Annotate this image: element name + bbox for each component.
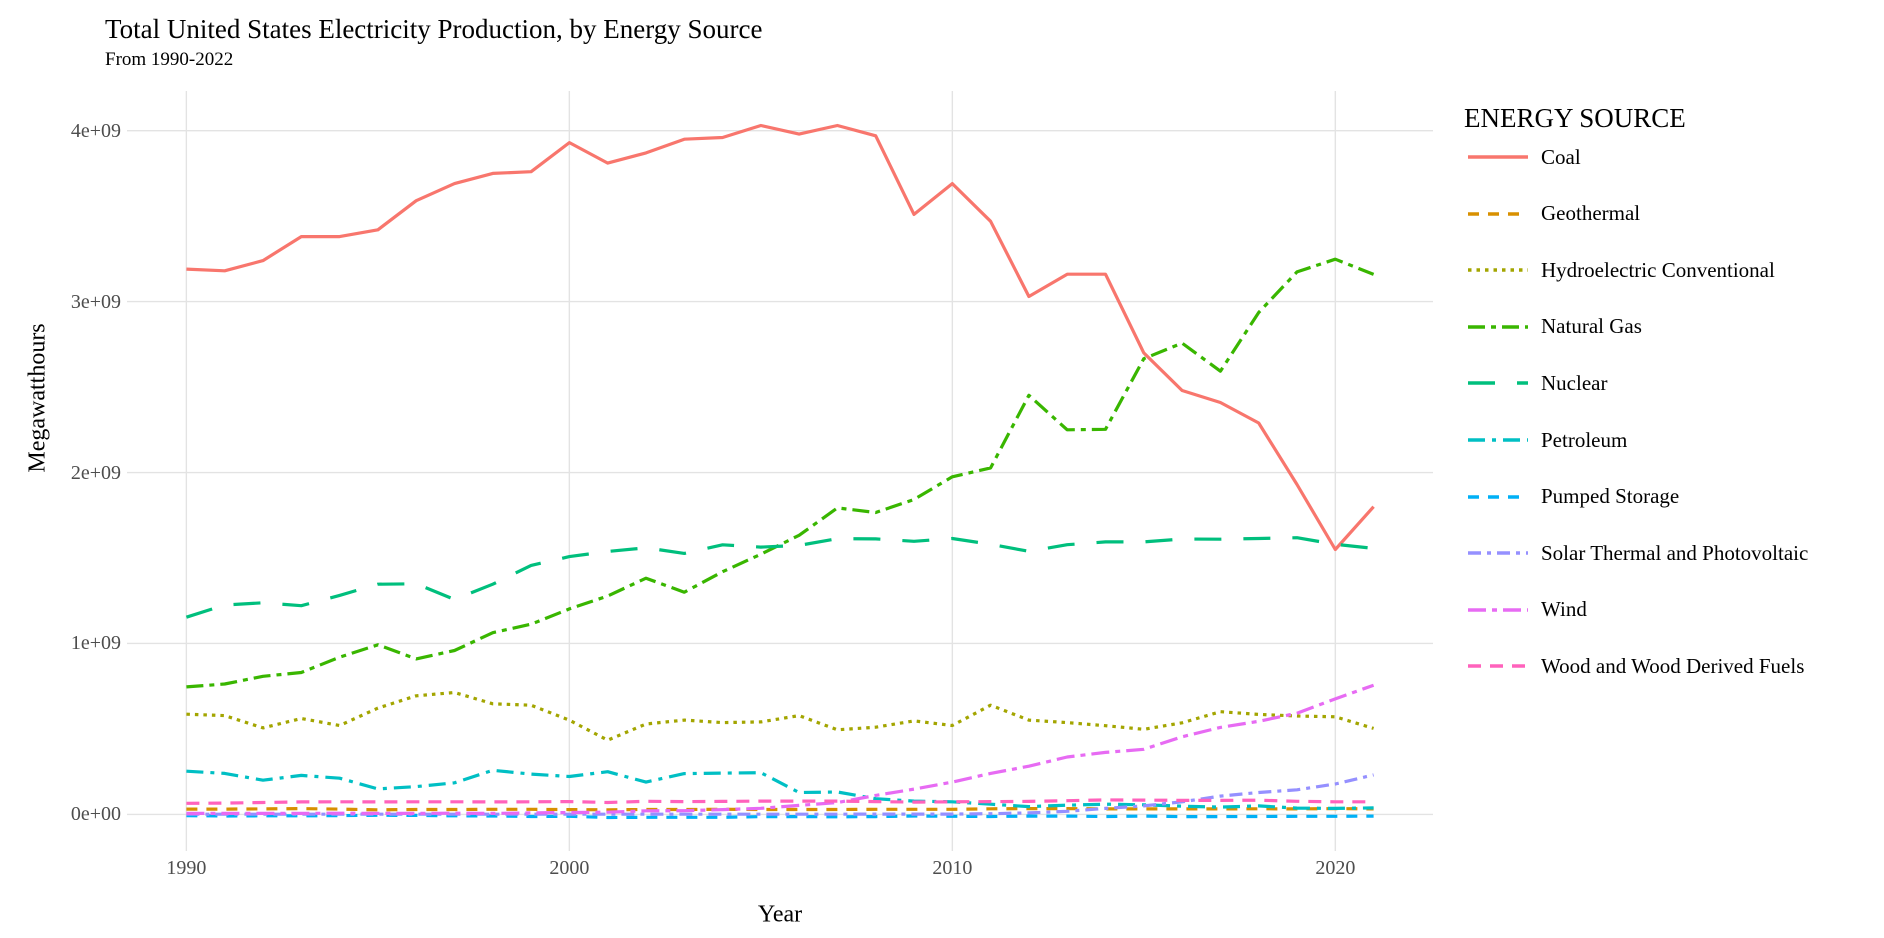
x-tick-label: 2020: [1315, 857, 1356, 879]
x-tick-label: 1990: [166, 857, 207, 879]
y-tick-label: 4e+09: [70, 119, 121, 142]
y-tick-label: 3e+09: [70, 290, 121, 313]
chart-title: Total United States Electricity Producti…: [105, 14, 763, 44]
series-line-pumped-storage: [186, 813, 1374, 820]
series-line-solar-thermal-and-photovoltaic: [186, 773, 1374, 816]
series-line-geothermal: [186, 806, 1374, 812]
series-line-petroleum: [186, 768, 1374, 811]
x-axis-title: Year: [757, 901, 803, 928]
chart-subtitle: From 1990-2022: [105, 49, 234, 70]
series-line-natural-gas: [186, 257, 1375, 689]
series-line-hydroelectric-conventional: [186, 690, 1375, 742]
y-axis-title: Megawatthours: [24, 323, 51, 473]
x-tick-label: 2000: [549, 857, 590, 879]
series-line-wind: [186, 683, 1375, 816]
y-tick-label: 1e+09: [70, 632, 121, 655]
series-line-nuclear: [185, 536, 1374, 619]
y-tick-label: 2e+09: [70, 461, 121, 484]
y-tick-label: 0e+00: [70, 803, 121, 826]
series-line-coal: [186, 123, 1375, 552]
x-tick-label: 2010: [932, 857, 973, 879]
series-line-wood-and-wood-derived-fuels: [186, 798, 1374, 805]
